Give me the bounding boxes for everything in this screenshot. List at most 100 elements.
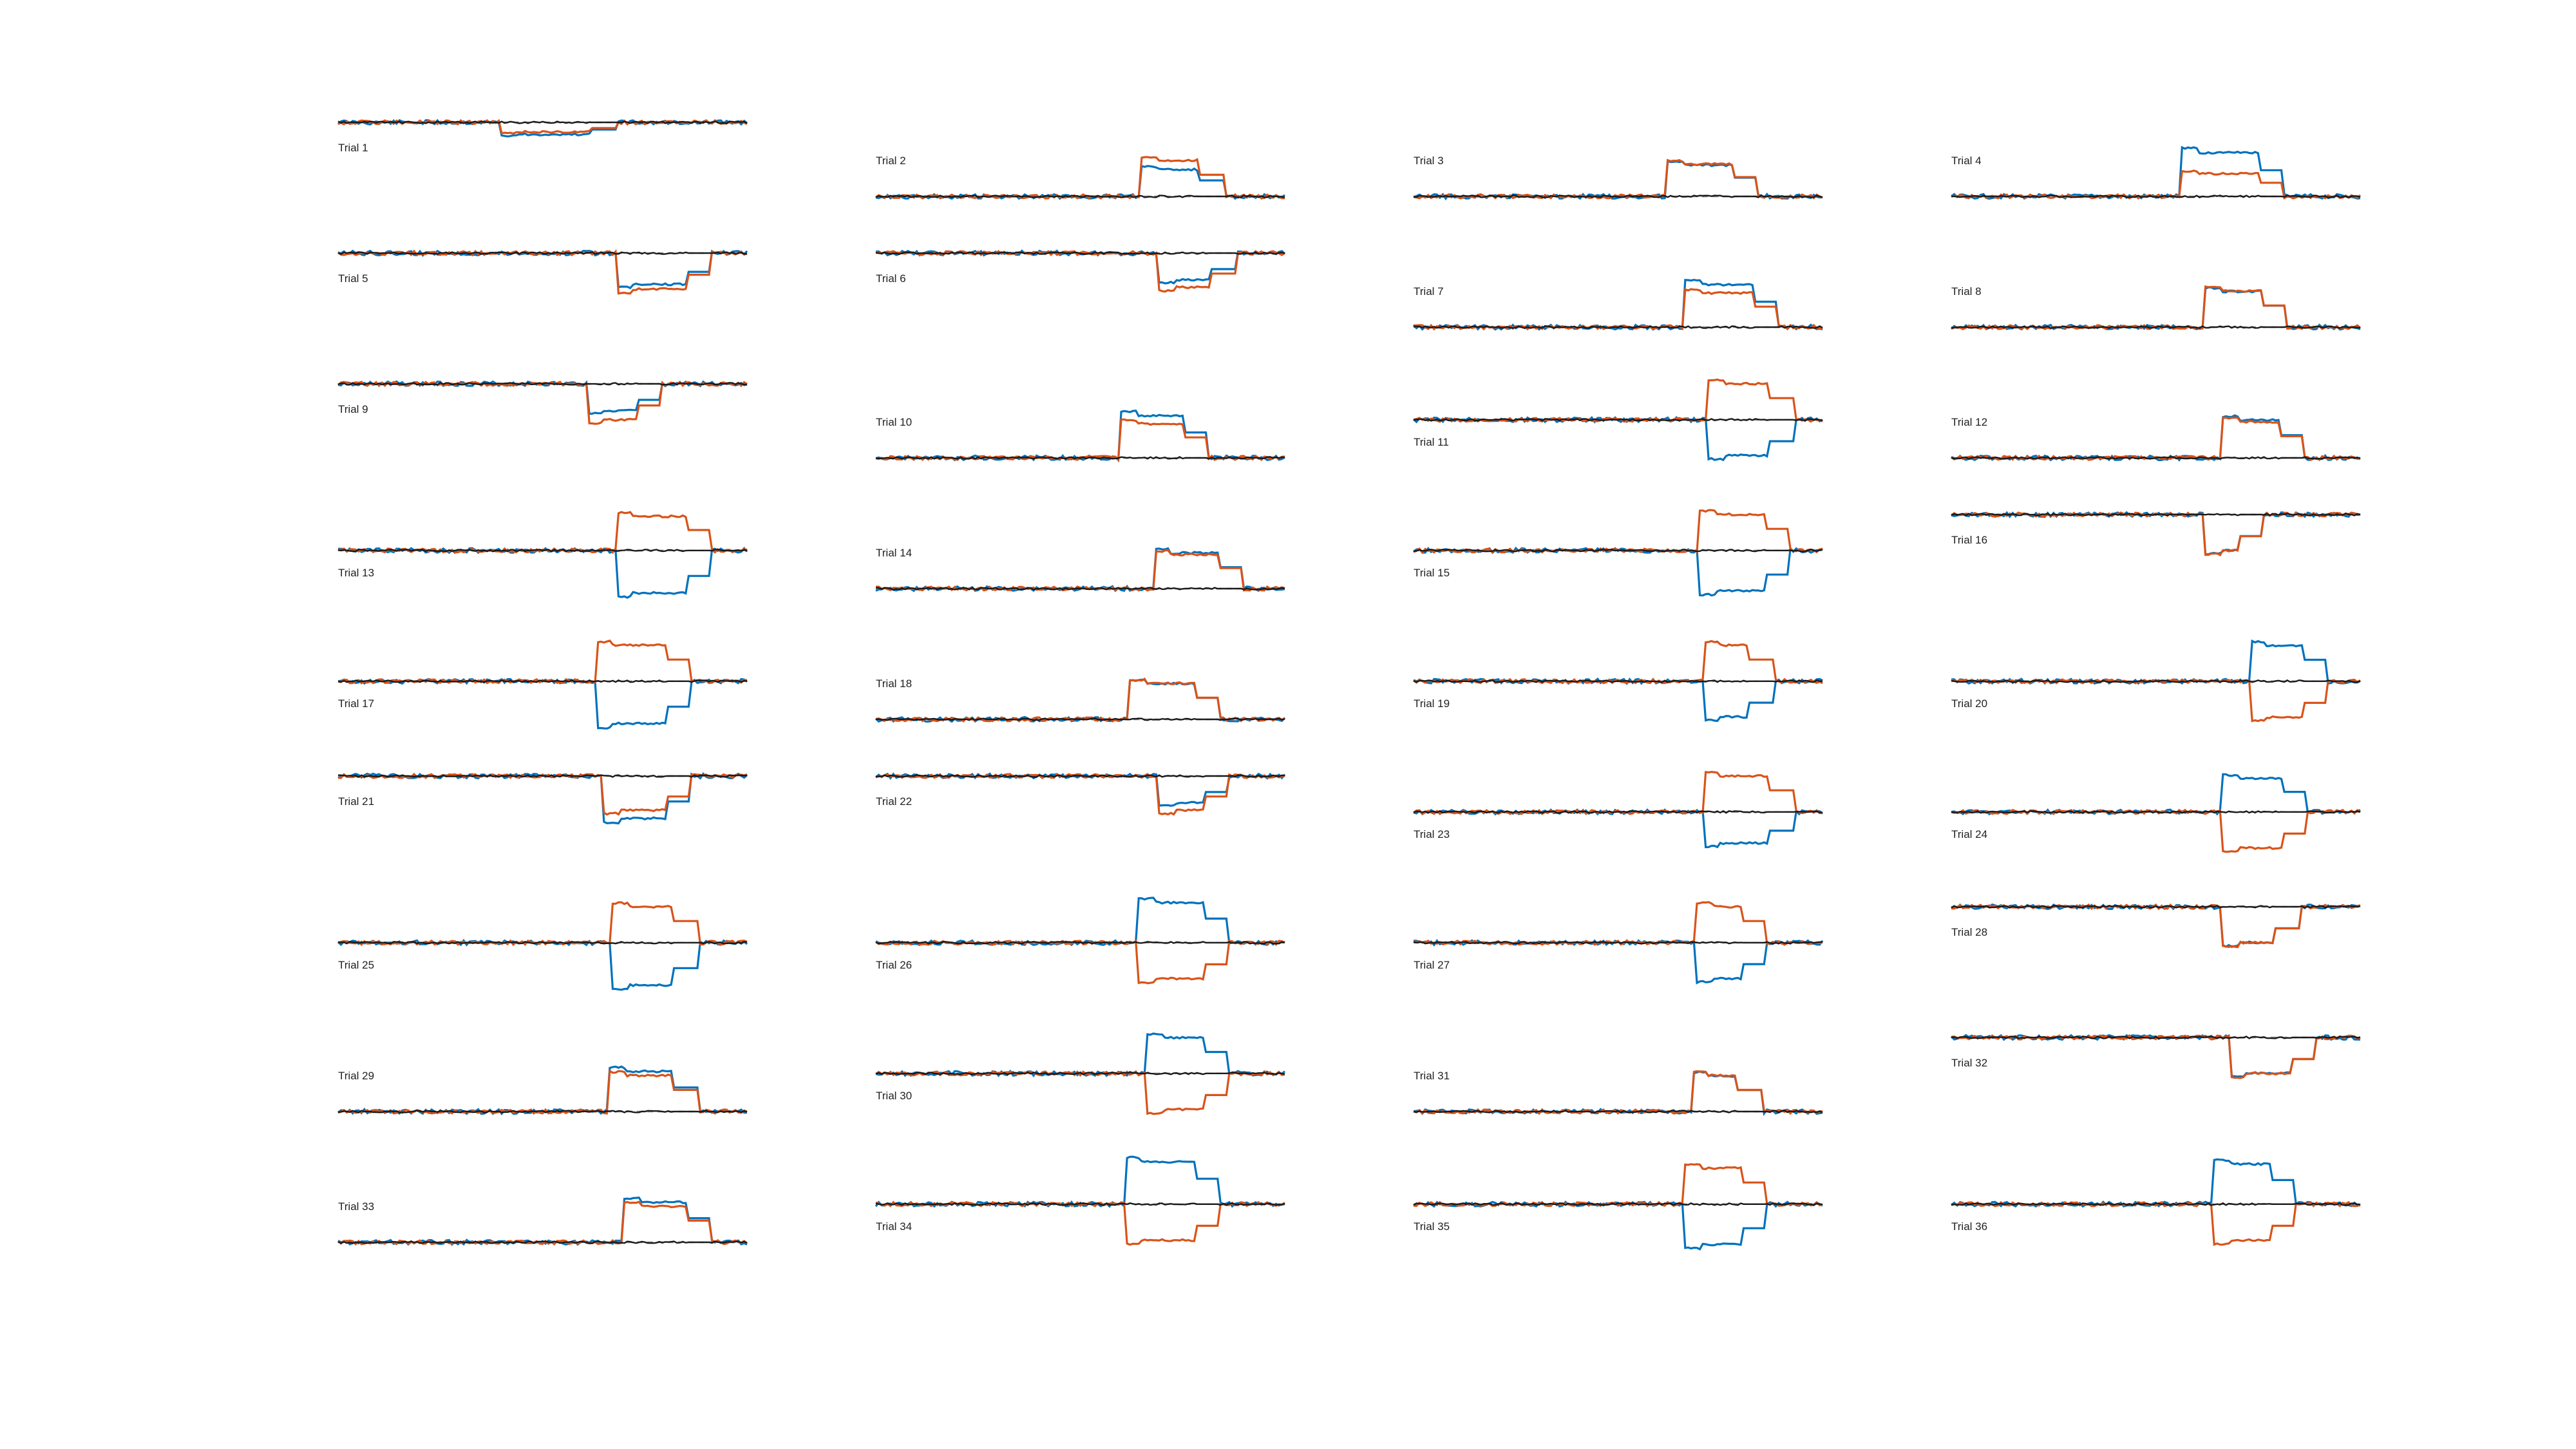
series-blue-line	[875, 678, 1286, 723]
trial-label: Trial 7	[1414, 285, 1444, 298]
series-blue-line	[875, 1155, 1285, 1208]
series-black-line	[1951, 810, 2361, 814]
series-black-line	[1413, 679, 1823, 683]
trial-panel: Trial 33	[337, 1197, 748, 1246]
series-black-line	[337, 774, 748, 778]
series-black-line	[875, 774, 1285, 778]
series-orange-line	[1413, 901, 1823, 946]
series-blue-line	[875, 896, 1285, 947]
series-blue-line	[1412, 278, 1823, 331]
series-black-line	[1951, 456, 2361, 460]
trial-panel: Trial 1	[337, 118, 748, 154]
trial-panel: Trial 7	[1412, 278, 1823, 331]
series-orange-line	[337, 1200, 748, 1246]
series-black-line	[1951, 905, 2361, 909]
series-orange-line	[1413, 158, 1823, 200]
series-black-line	[1414, 325, 1823, 329]
series-orange-line	[1413, 509, 1823, 554]
series-black-line	[875, 194, 1285, 198]
series-orange-line	[1951, 808, 2361, 853]
series-orange-line	[1413, 770, 1823, 815]
trial-panel: Trial 6	[875, 249, 1286, 293]
trial-label: Trial 21	[338, 795, 374, 808]
series-black-line	[337, 941, 748, 945]
series-blue-line	[1951, 146, 2361, 200]
series-black-line	[1413, 1202, 1823, 1206]
trial-label: Trial 31	[1414, 1070, 1450, 1082]
series-black-line	[875, 717, 1285, 721]
trial-label: Trial 36	[1951, 1220, 1987, 1233]
series-blue-line	[875, 249, 1286, 285]
series-blue-line	[337, 249, 748, 290]
trial-label: Trial 20	[1951, 697, 1987, 710]
series-black-line	[1413, 941, 1823, 945]
trial-panel: Trial 11	[1412, 378, 1823, 462]
series-blue-line	[1951, 1158, 2361, 1208]
series-black-line	[1951, 1036, 2361, 1039]
series-black-line	[1951, 325, 2361, 329]
series-blue-line	[1412, 415, 1823, 462]
trial-panel: Trial 22	[875, 772, 1286, 816]
series-blue-line	[1951, 773, 2361, 816]
series-blue-line	[875, 547, 1285, 592]
trial-label: Trial 1	[338, 142, 368, 154]
series-black-line	[1413, 1110, 1823, 1113]
trial-label: Trial 3	[1414, 155, 1444, 167]
series-blue-line	[1951, 511, 2361, 556]
series-blue-line	[1413, 939, 1824, 985]
series-orange-line	[337, 249, 748, 295]
trial-panel: Trial 14	[875, 547, 1285, 592]
trial-panel: Trial 5	[337, 249, 748, 295]
series-black-line	[337, 679, 748, 683]
series-blue-line	[875, 772, 1286, 807]
series-blue-line	[1951, 639, 2361, 685]
trial-label: Trial 32	[1951, 1057, 1987, 1069]
series-orange-line	[1951, 1200, 2361, 1246]
trial-label: Trial 30	[876, 1090, 912, 1102]
trial-panel: Trial 27	[1413, 901, 1824, 985]
series-blue-line	[875, 410, 1285, 463]
trial-label: Trial 19	[1414, 697, 1450, 710]
trial-panel: Trial 16	[1951, 511, 2361, 557]
trial-panel: Trial 25	[337, 901, 748, 991]
trial-panel: Trial 31	[1413, 1070, 1823, 1117]
series-black-line	[1951, 194, 2361, 198]
trial-label: Trial 18	[876, 677, 912, 690]
series-blue-line	[337, 1197, 748, 1246]
trial-panel: Trial 13	[337, 511, 748, 599]
trial-label: Trial 17	[338, 697, 374, 710]
trial-label: Trial 24	[1951, 828, 1987, 840]
series-orange-line	[337, 901, 748, 947]
trial-label: Trial 13	[338, 567, 374, 579]
series-black-line	[337, 1240, 748, 1244]
series-blue-line	[1951, 414, 2361, 462]
trial-label: Trial 25	[338, 959, 374, 971]
trial-label: Trial 28	[1951, 926, 1987, 938]
series-blue-line	[337, 677, 748, 730]
series-blue-line	[875, 1032, 1286, 1078]
trial-panel: Trial 36	[1951, 1158, 2361, 1246]
series-blue-line	[1413, 1200, 1823, 1251]
trial-panel: Trial 32	[1950, 1034, 2361, 1079]
trial-label: Trial 11	[1414, 436, 1449, 448]
trial-label: Trial 9	[338, 403, 368, 415]
trial-panel: Trial 9	[337, 380, 748, 425]
series-black-line	[337, 382, 748, 386]
trial-label: Trial 34	[876, 1220, 912, 1233]
series-orange-line	[1413, 1070, 1823, 1115]
series-black-line	[875, 251, 1285, 255]
trial-label: Trial 10	[876, 416, 912, 428]
trial-label: Trial 8	[1951, 285, 1982, 298]
trial-panel: Trial 20	[1951, 639, 2361, 723]
trial-panel: Trial 23	[1413, 770, 1824, 849]
trial-panel: Trial 21	[337, 772, 748, 825]
series-black-line	[875, 941, 1285, 945]
trial-panel: Trial 15	[1412, 509, 1823, 597]
trial-panel: Trial 12	[1951, 414, 2361, 462]
series-orange-line	[1413, 1163, 1823, 1208]
trial-panel: Trial 34	[875, 1155, 1285, 1246]
series-orange-line	[337, 1069, 748, 1115]
series-orange-line	[876, 549, 1285, 592]
trial-label: Trial 27	[1414, 959, 1450, 971]
series-black-line	[1951, 1202, 2361, 1206]
